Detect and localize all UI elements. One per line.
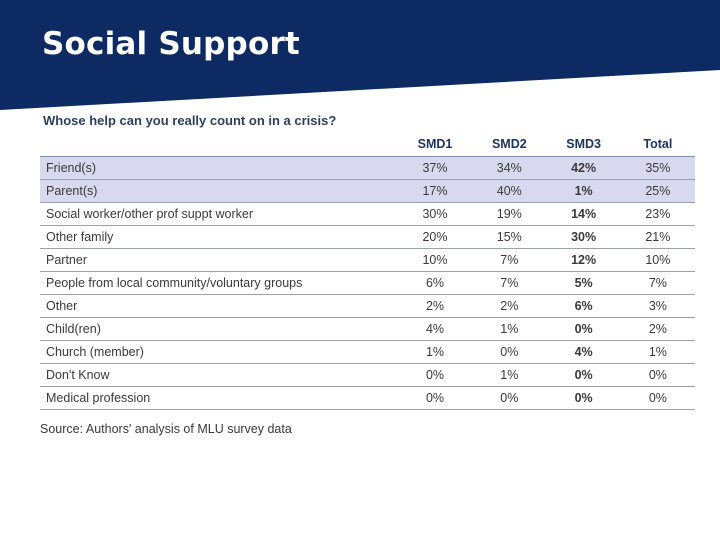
cell-smd2: 1% <box>472 363 547 387</box>
cell-smd3: 14% <box>546 202 621 226</box>
row-label: Medical profession <box>40 386 398 410</box>
header-smd3: SMD3 <box>546 132 621 157</box>
row-label: Other family <box>40 225 398 249</box>
cell-smd1: 30% <box>397 202 473 226</box>
cell-smd1: 10% <box>397 248 473 272</box>
cell-smd3: 0% <box>546 363 621 387</box>
row-label: Other <box>40 294 398 318</box>
header-label-col <box>40 132 398 157</box>
cell-smd1: 0% <box>397 363 473 387</box>
cell-smd2: 0% <box>472 340 547 364</box>
cell-smd3: 30% <box>546 225 621 249</box>
slide-title: Social Support <box>42 26 300 62</box>
cell-total: 35% <box>620 156 695 180</box>
table-row: Partner 10% 7% 12% 10% <box>40 248 695 272</box>
row-label: Parent(s) <box>40 179 398 203</box>
table-row: People from local community/voluntary gr… <box>40 271 695 295</box>
table-row: Parent(s) 17% 40% 1% 25% <box>40 179 695 203</box>
cell-total: 10% <box>620 248 695 272</box>
cell-smd2: 7% <box>472 248 547 272</box>
cell-smd1: 4% <box>397 317 473 341</box>
cell-total: 7% <box>620 271 695 295</box>
cell-smd2: 15% <box>472 225 547 249</box>
cell-total: 3% <box>620 294 695 318</box>
cell-smd3: 0% <box>546 386 621 410</box>
cell-total: 0% <box>620 386 695 410</box>
cell-smd1: 1% <box>397 340 473 364</box>
header-smd1: SMD1 <box>397 132 473 157</box>
row-label: Church (member) <box>40 340 398 364</box>
cell-smd1: 6% <box>397 271 473 295</box>
header-total: Total <box>620 132 695 157</box>
row-label: Don't Know <box>40 363 398 387</box>
source-note: Source: Authors' analysis of MLU survey … <box>40 422 292 436</box>
table-row: Other 2% 2% 6% 3% <box>40 294 695 318</box>
cell-smd3: 1% <box>546 179 621 203</box>
table-row: Church (member) 1% 0% 4% 1% <box>40 340 695 364</box>
table-row: Child(ren) 4% 1% 0% 2% <box>40 317 695 341</box>
table-header-row: SMD1 SMD2 SMD3 Total <box>40 132 695 157</box>
table-row: Social worker/other prof suppt worker 30… <box>40 202 695 226</box>
crisis-help-table-panel: Whose help can you really count on in a … <box>40 110 696 436</box>
cell-total: 21% <box>620 225 695 249</box>
row-label: Child(ren) <box>40 317 398 341</box>
cell-smd2: 19% <box>472 202 547 226</box>
row-label: People from local community/voluntary gr… <box>40 271 398 295</box>
cell-smd1: 17% <box>397 179 473 203</box>
cell-total: 2% <box>620 317 695 341</box>
cell-total: 1% <box>620 340 695 364</box>
cell-smd3: 42% <box>546 156 621 180</box>
table-row: Friend(s) 37% 34% 42% 35% <box>40 156 695 180</box>
table-question: Whose help can you really count on in a … <box>43 113 337 128</box>
cell-smd1: 37% <box>397 156 473 180</box>
table-row: Other family 20% 15% 30% 21% <box>40 225 695 249</box>
header-smd2: SMD2 <box>472 132 547 157</box>
banner-shape <box>0 0 720 110</box>
cell-total: 25% <box>620 179 695 203</box>
row-label: Friend(s) <box>40 156 398 180</box>
cell-smd3: 0% <box>546 317 621 341</box>
cell-smd1: 2% <box>397 294 473 318</box>
cell-total: 23% <box>620 202 695 226</box>
cell-smd1: 0% <box>397 386 473 410</box>
table-row: Medical profession 0% 0% 0% 0% <box>40 386 695 410</box>
cell-smd3: 4% <box>546 340 621 364</box>
crisis-help-table: SMD1 SMD2 SMD3 Total Friend(s) 37% 34% 4… <box>40 132 695 410</box>
cell-total: 0% <box>620 363 695 387</box>
cell-smd2: 40% <box>472 179 547 203</box>
cell-smd2: 1% <box>472 317 547 341</box>
row-label: Social worker/other prof suppt worker <box>40 202 398 226</box>
cell-smd2: 34% <box>472 156 547 180</box>
cell-smd3: 6% <box>546 294 621 318</box>
title-banner <box>0 0 720 120</box>
cell-smd1: 20% <box>397 225 473 249</box>
cell-smd3: 5% <box>546 271 621 295</box>
cell-smd2: 0% <box>472 386 547 410</box>
row-label: Partner <box>40 248 398 272</box>
table-row: Don't Know 0% 1% 0% 0% <box>40 363 695 387</box>
cell-smd2: 7% <box>472 271 547 295</box>
cell-smd3: 12% <box>546 248 621 272</box>
cell-smd2: 2% <box>472 294 547 318</box>
